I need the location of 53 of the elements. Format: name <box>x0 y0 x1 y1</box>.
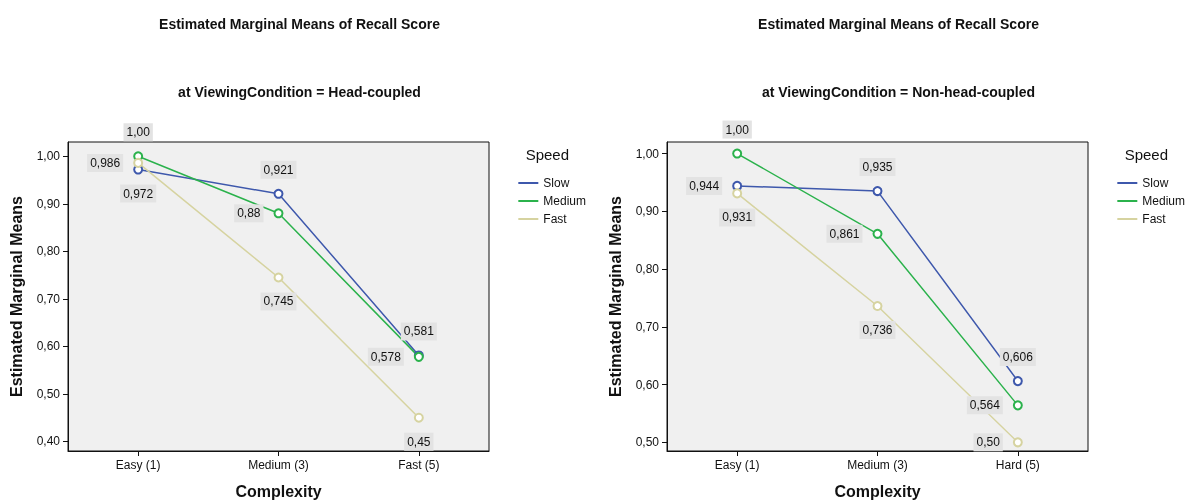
data-label: 0,50 <box>976 435 1001 450</box>
data-label: 0,45 <box>407 434 431 449</box>
y-tick-label: 0,70 <box>36 291 61 306</box>
legend-label: Medium <box>1142 194 1186 208</box>
data-label: 0,921 <box>263 162 294 177</box>
data-label: 1,00 <box>725 122 750 137</box>
chart-title: Estimated Marginal Means of Recall Score <box>159 16 441 32</box>
legend-title: Speed <box>525 146 569 163</box>
y-tick-label: 1,00 <box>635 146 660 161</box>
data-label: 0,88 <box>237 206 261 221</box>
chart-title: Estimated Marginal Means of Recall Score <box>758 16 1040 32</box>
y-tick-label: 0,60 <box>36 339 61 354</box>
data-label: 0,972 <box>123 186 154 201</box>
data-label: 0,581 <box>403 324 435 339</box>
data-label: 1,00 <box>126 125 151 140</box>
y-tick-label: 0,80 <box>36 244 61 259</box>
x-tick-label: Easy (1) <box>115 458 161 472</box>
data-label: 0,931 <box>722 210 753 225</box>
y-tick-label: 1,00 <box>36 149 61 164</box>
legend-title: Speed <box>1124 146 1168 163</box>
data-label: 0,606 <box>1002 350 1034 365</box>
data-label: 0,736 <box>862 323 893 338</box>
x-tick-label: Medium (3) <box>248 458 309 472</box>
legend-label: Fast <box>543 212 568 226</box>
data-label: 0,944 <box>689 178 720 193</box>
x-tick-label: Fast (5) <box>398 458 440 472</box>
x-tick-label: Hard (5) <box>995 458 1040 472</box>
y-tick-label: 0,50 <box>635 435 660 450</box>
x-tick-label: Medium (3) <box>847 458 908 472</box>
y-tick-label: 0,50 <box>36 386 61 401</box>
y-tick-label: 0,60 <box>635 377 660 392</box>
y-axis-title: Estimated Marginal Means <box>606 195 624 397</box>
data-label: 0,861 <box>829 226 860 241</box>
chart-subtitle: at ViewingCondition = Head-coupled <box>178 84 421 100</box>
data-label: 0,986 <box>90 155 121 170</box>
y-axis-title: Estimated Marginal Means <box>7 195 25 397</box>
y-tick-label: 0,90 <box>635 204 660 219</box>
x-tick-label: Easy (1) <box>714 458 760 472</box>
data-label: 0,578 <box>370 349 402 364</box>
legend-label: Slow <box>543 176 570 190</box>
legend-label: Fast <box>1142 212 1167 226</box>
x-axis-title: Complexity <box>235 482 322 500</box>
y-tick-label: 0,80 <box>635 262 660 277</box>
data-label: 0,564 <box>969 398 1001 413</box>
y-tick-label: 0,40 <box>36 434 61 449</box>
data-label: 0,745 <box>263 294 294 309</box>
legend-label: Slow <box>1142 176 1169 190</box>
chart-subtitle: at ViewingCondition = Non-head-coupled <box>761 84 1036 100</box>
y-tick-label: 0,70 <box>635 319 660 334</box>
x-axis-title: Complexity <box>834 482 921 500</box>
y-tick-label: 0,90 <box>36 196 61 211</box>
data-label: 0,935 <box>862 160 893 175</box>
legend-label: Medium <box>543 194 587 208</box>
